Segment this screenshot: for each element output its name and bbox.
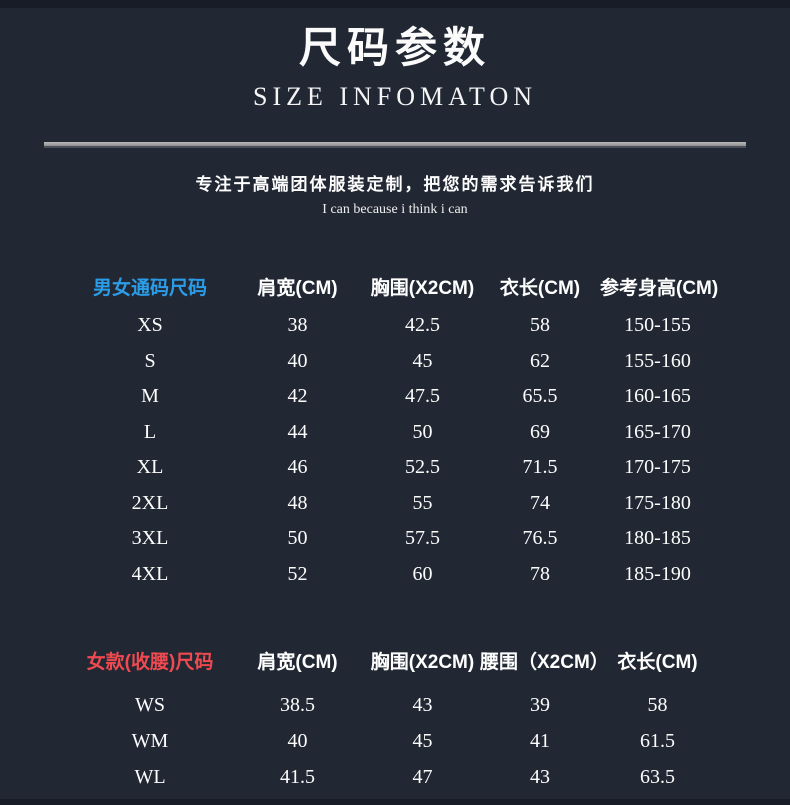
length-value: 71.5 — [522, 456, 558, 479]
height-value: 155-160 — [624, 349, 691, 372]
shoulder-value: 38.5 — [280, 693, 315, 716]
table-row-ws: WS 38.5 43 39 58 — [0, 687, 790, 723]
chest-value: 60 — [412, 562, 433, 585]
length-value: 58 — [647, 693, 668, 716]
table-row-l: L 44 50 69 165-170 — [0, 415, 790, 451]
women-table-header-row: 女款(收腰)尺码 肩宽(CM) 胸围(X2CM) 腰围（X2CM） 衣长(CM) — [0, 646, 790, 674]
size-label: WS — [135, 693, 165, 716]
height-value: 150-155 — [624, 314, 691, 337]
column-header-shoulder: 肩宽(CM) — [257, 277, 338, 299]
slogan-en: I can because i think i can — [322, 202, 468, 217]
table-row-4xl: 4XL 52 60 78 185-190 — [0, 557, 790, 593]
shoulder-value: 44 — [287, 420, 308, 443]
size-label: L — [143, 420, 157, 443]
chest-value: 55 — [412, 491, 433, 514]
column-header-length: 衣长(CM) — [617, 651, 698, 673]
column-header-shoulder: 肩宽(CM) — [257, 651, 338, 673]
table-row-wm: WM 40 45 41 61.5 — [0, 723, 790, 759]
table-row-2xl: 2XL 48 55 74 175-180 — [0, 486, 790, 522]
shoulder-value: 46 — [287, 456, 308, 479]
length-value: 62 — [530, 349, 550, 372]
table-row-wl: WL 41.5 47 43 63.5 — [0, 759, 790, 795]
height-value: 160-165 — [624, 385, 691, 408]
women-table-rows: WS 38.5 43 39 58 WM 40 45 41 61.5 WL 41.… — [0, 687, 790, 795]
unisex-table-rows: XS 38 42.5 58 150-155 S 40 45 62 155-160… — [0, 308, 790, 592]
chest-value: 42.5 — [405, 314, 440, 337]
shoulder-value: 48 — [287, 491, 308, 514]
column-header-height: 参考身高(CM) — [600, 277, 719, 299]
column-header-length: 衣长(CM) — [499, 277, 581, 299]
length-value: 74 — [530, 491, 550, 514]
chest-value: 45 — [412, 349, 433, 372]
size-label: WL — [134, 765, 166, 788]
size-label: XS — [137, 314, 163, 337]
height-value: 185-190 — [624, 562, 691, 585]
bottom-edge-strip — [0, 799, 790, 805]
chest-value: 43 — [412, 693, 433, 716]
shoulder-value: 42 — [287, 385, 308, 408]
unisex-size-table: 男女通码尺码 肩宽(CM) 胸围(X2CM) 衣长(CM) 参考身高(CM) X… — [0, 272, 790, 592]
length-value: 58 — [530, 314, 550, 337]
chest-value: 52.5 — [405, 456, 440, 479]
height-value: 165-170 — [624, 420, 691, 443]
height-value: 180-185 — [624, 527, 691, 550]
chest-value: 47.5 — [405, 385, 440, 408]
page-title-cn: 尺码参数 — [298, 23, 491, 72]
shoulder-value: 40 — [287, 349, 308, 372]
waist-value: 39 — [530, 693, 550, 716]
table-row-xl: XL 46 52.5 71.5 170-175 — [0, 450, 790, 486]
table-row-s: S 40 45 62 155-160 — [0, 344, 790, 380]
chest-value: 50 — [412, 420, 433, 443]
shoulder-value: 38 — [287, 314, 308, 337]
column-header-waist: 腰围（X2CM） — [480, 651, 609, 673]
unisex-table-header-row: 男女通码尺码 肩宽(CM) 胸围(X2CM) 衣长(CM) 参考身高(CM) — [0, 272, 790, 300]
length-value: 78 — [530, 562, 550, 585]
size-label: WM — [131, 729, 169, 752]
shoulder-value: 50 — [287, 527, 308, 550]
length-value: 63.5 — [640, 765, 675, 788]
chest-value: 47 — [412, 765, 433, 788]
shoulder-value: 40 — [287, 729, 308, 752]
shoulder-value: 41.5 — [280, 765, 315, 788]
height-value: 175-180 — [624, 491, 691, 514]
table-row-xs: XS 38 42.5 58 150-155 — [0, 308, 790, 344]
chest-value: 45 — [412, 729, 433, 752]
length-value: 69 — [530, 420, 550, 443]
length-value: 65.5 — [522, 385, 558, 408]
table-row-3xl: 3XL 50 57.5 76.5 180-185 — [0, 521, 790, 557]
height-value: 170-175 — [624, 456, 691, 479]
length-value: 61.5 — [640, 729, 675, 752]
column-header-chest: 胸围(X2CM) — [370, 277, 475, 299]
shoulder-value: 52 — [287, 562, 308, 585]
slogan-cn: 专注于高端团体服装定制，把您的需求告诉我们 — [195, 175, 595, 194]
length-value: 76.5 — [522, 527, 558, 550]
size-label: 2XL — [131, 491, 169, 514]
divider-line — [44, 142, 746, 148]
size-label: 3XL — [131, 527, 169, 550]
size-label: S — [144, 349, 156, 372]
women-table-label: 女款(收腰)尺码 — [86, 651, 214, 673]
size-label: M — [141, 385, 159, 408]
size-label: XL — [136, 456, 164, 479]
waist-value: 43 — [530, 765, 550, 788]
unisex-table-label: 男女通码尺码 — [92, 277, 207, 299]
table-row-m: M 42 47.5 65.5 160-165 — [0, 379, 790, 415]
size-label: 4XL — [131, 562, 169, 585]
chest-value: 57.5 — [405, 527, 440, 550]
column-header-chest: 胸围(X2CM) — [370, 651, 475, 673]
women-size-table: 女款(收腰)尺码 肩宽(CM) 胸围(X2CM) 腰围（X2CM） 衣长(CM)… — [0, 646, 790, 795]
page-title-en: SIZE INFOMATON — [252, 82, 538, 111]
top-edge-strip — [0, 0, 790, 8]
waist-value: 41 — [530, 729, 550, 752]
